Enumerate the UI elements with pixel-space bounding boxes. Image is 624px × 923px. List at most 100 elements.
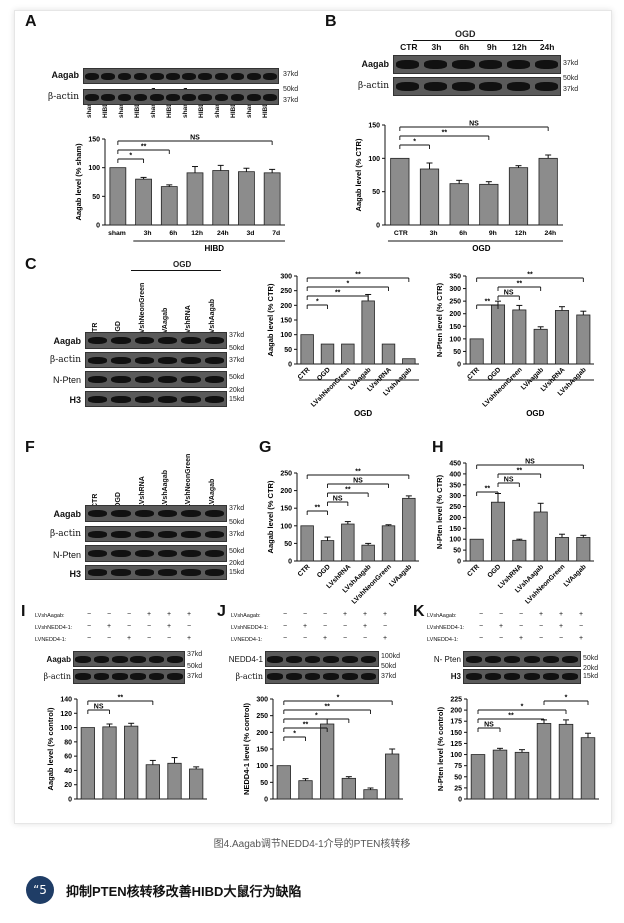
blot-label: NEDD4-1	[228, 655, 263, 664]
y-tick-label: 120	[60, 711, 72, 718]
blot-band	[182, 93, 196, 101]
blot-band	[111, 356, 131, 364]
condition-sign: +	[559, 611, 564, 618]
bar	[167, 762, 182, 800]
bar	[212, 170, 230, 226]
blot-actin	[393, 77, 561, 96]
condition-sign: −	[479, 635, 484, 642]
mw-marker: 37kd	[229, 531, 245, 538]
y-tick-label: 40	[64, 768, 72, 775]
y-tick-label: 350	[449, 274, 461, 281]
blot-band	[542, 673, 560, 680]
bar	[533, 511, 548, 562]
blot-band	[181, 395, 201, 403]
condition-sign: +	[187, 611, 192, 618]
condition-sign: −	[107, 611, 112, 618]
bar	[576, 537, 591, 562]
y-tick-label: 250	[280, 471, 292, 478]
bar	[490, 304, 506, 365]
y-tick-label: 50	[92, 194, 100, 201]
x-tick-label: 6h	[459, 230, 467, 237]
significance-label: NS	[469, 121, 479, 128]
blot-band	[112, 673, 128, 680]
panel-d: 0 50 100 150 200 250 300 Aagab level (% CTR) CTR…	[255, 256, 430, 421]
y-axis-label: Aagab level (% sham)	[74, 143, 83, 221]
y-tick-label: 20	[64, 782, 72, 789]
blot-band	[133, 93, 148, 101]
blot-band	[230, 93, 245, 101]
condition-sign: −	[323, 611, 328, 618]
y-tick-label: 250	[449, 299, 461, 306]
blot-band	[304, 655, 321, 663]
blot-label-actin: β-actin	[48, 92, 79, 102]
condition-row-label: LVshNEDD4-1:	[231, 625, 269, 631]
blot-band	[562, 655, 579, 663]
blot-band	[149, 72, 164, 80]
y-tick-label: 75	[454, 763, 462, 770]
y-tick-label: 50	[372, 189, 380, 196]
bar-chart-b: 0 50 100 150 Aagab level (% CTR) CTR 3h 6h 9h 12h…	[354, 121, 563, 253]
bar	[160, 186, 178, 226]
condition-table: LVshAagab: − − − + + + LVshNEDD4-1: − + − − + − LVNEDD…	[413, 609, 609, 649]
bar	[508, 167, 529, 226]
bar	[469, 538, 484, 562]
mw-marker: 37kd	[229, 332, 245, 339]
blot-band	[181, 569, 201, 576]
x-tick-label: OGD	[316, 563, 332, 579]
y-tick-label: 100	[60, 725, 72, 732]
x-tick-label: CTR	[394, 230, 408, 237]
condition-sign: −	[283, 635, 288, 642]
condition-sign: −	[479, 611, 484, 618]
bar	[470, 754, 486, 800]
blot-lane-label: 9h	[486, 42, 497, 52]
blot-lane-label: LVAagab	[208, 478, 216, 508]
significance-label: *	[413, 139, 416, 146]
bar-chart-i: 0 20 40 60 80 100 120 140 Aagab level (% control…	[46, 695, 207, 804]
bar	[469, 338, 484, 365]
x-axis-label: OGD	[472, 244, 490, 253]
y-tick-label: 100	[88, 165, 100, 172]
significance-label: **	[517, 281, 523, 288]
group-line	[413, 40, 543, 41]
y-tick-label: 0	[376, 223, 380, 230]
bar	[449, 183, 469, 226]
panel-letter: C	[25, 256, 37, 273]
panel-letter: H	[432, 439, 444, 456]
bar	[320, 540, 335, 562]
y-tick-label: 400	[449, 471, 461, 478]
y-axis-label: NEDD4-1 level (% control)	[242, 702, 251, 795]
condition-sign: −	[87, 611, 92, 618]
x-tick-label: LVshNeonGreen	[524, 563, 566, 605]
blot-band	[101, 93, 116, 101]
bar	[385, 753, 400, 800]
blot-label: H3	[69, 569, 81, 579]
blot-npten	[463, 651, 581, 667]
panel-k: K LVshAagab: − − − + + + LVshNEDD4-1: − + − − + − LVNE…	[413, 603, 609, 815]
condition-sign: +	[519, 635, 524, 642]
significance-label: **	[527, 272, 533, 279]
blot-band	[181, 509, 201, 518]
blot-band	[286, 655, 302, 663]
bar-chart-d: 0 50 100 150 200 250 300 Aagab level (% CTR) CTR…	[266, 272, 419, 418]
blot-band	[214, 72, 229, 80]
blot-group-label: OGD	[455, 29, 476, 39]
panel-b: B OGD CTR 3h 6h 9h 12h 24h Aagab 37kd β-actin…	[325, 13, 605, 261]
blot-band	[167, 655, 183, 663]
blot-npten	[85, 371, 227, 388]
significance-label: NS	[525, 459, 535, 466]
condition-sign: +	[539, 611, 544, 618]
blot-band	[85, 72, 99, 80]
y-tick-label: 50	[454, 774, 462, 781]
bar	[189, 768, 204, 800]
x-tick-label: CTR	[466, 563, 481, 578]
blot-label: N-Pten	[52, 550, 81, 560]
blot-band	[423, 60, 448, 69]
y-tick-label: 300	[449, 286, 461, 293]
condition-sign: −	[539, 623, 544, 630]
condition-row-label: LVNEDD4-1:	[35, 637, 67, 643]
condition-sign: −	[363, 635, 368, 642]
blot-lane-label: LVshNeonGreen	[185, 453, 193, 508]
x-axis-label: OGD	[526, 409, 544, 418]
bar	[576, 314, 591, 365]
blot-band	[198, 72, 213, 80]
